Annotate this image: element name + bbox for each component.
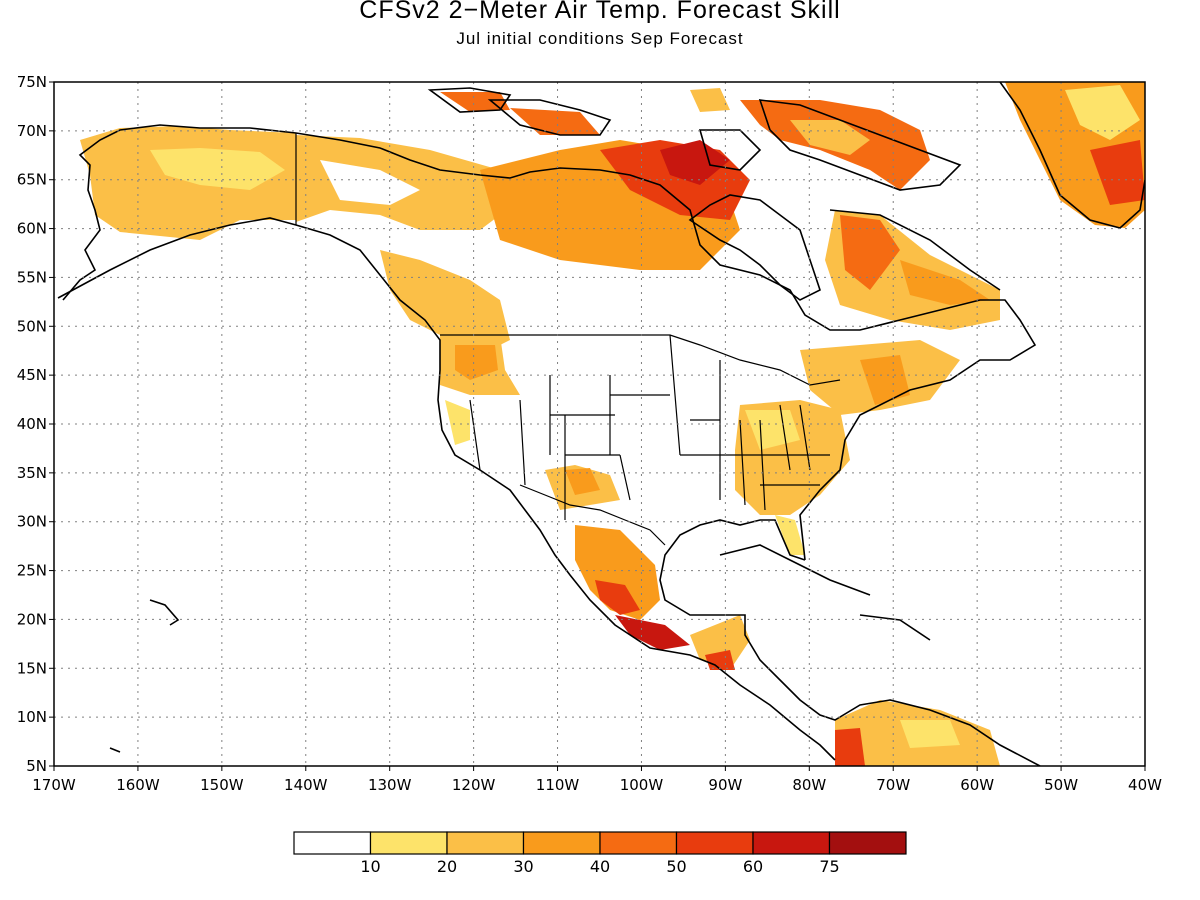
lat-tick-label: 10N — [17, 708, 47, 726]
lat-tick-label: 50N — [17, 317, 47, 335]
lat-tick-label: 70N — [17, 122, 47, 140]
colorbar-label: 75 — [819, 857, 839, 876]
lat-tick-label: 30N — [17, 513, 47, 531]
lon-tick-label: 130W — [368, 776, 412, 794]
skill-region-mexico — [575, 525, 660, 620]
lat-tick-label: 35N — [17, 464, 47, 482]
colorbar-label: 20 — [437, 857, 457, 876]
lon-tick-label: 70W — [876, 776, 910, 794]
lon-tick-label: 90W — [708, 776, 742, 794]
lon-tick-label: 110W — [536, 776, 580, 794]
lon-tick-label: 50W — [1044, 776, 1078, 794]
lon-tick-label: 150W — [200, 776, 244, 794]
graticule — [54, 82, 1145, 766]
lat-tick-label: 25N — [17, 562, 47, 580]
lon-tick-label: 120W — [452, 776, 496, 794]
lat-tick-label: 60N — [17, 220, 47, 238]
lon-tick-label: 140W — [284, 776, 328, 794]
lat-tick-label: 45N — [17, 366, 47, 384]
lat-tick-label: 55N — [17, 268, 47, 286]
skill-shading — [80, 82, 1145, 766]
skill-region-central-america — [690, 615, 750, 670]
axis-ticks — [49, 81, 1146, 771]
colorbar-swatch — [522, 831, 601, 855]
colorbar-swatch — [828, 831, 907, 855]
lat-tick-label: 15N — [17, 659, 47, 677]
lon-tick-label: 160W — [116, 776, 160, 794]
colorbar-swatch — [446, 831, 525, 855]
colorbar-label: 30 — [513, 857, 533, 876]
lat-tick-label: 20N — [17, 610, 47, 628]
colorbar-swatch — [675, 831, 754, 855]
colorbar-swatch — [293, 831, 372, 855]
colorbar-swatch — [369, 831, 448, 855]
colorbar-label: 60 — [743, 857, 763, 876]
lon-tick-label: 60W — [960, 776, 994, 794]
colorbar-swatch — [752, 831, 831, 855]
lon-tick-label: 100W — [620, 776, 664, 794]
colorbar-swatch — [599, 831, 678, 855]
map-subtitle: Jul initial conditions Sep Forecast — [456, 29, 744, 48]
skill-region-yukon — [296, 135, 520, 230]
lon-tick-label: 40W — [1128, 776, 1162, 794]
map-title: CFSv2 2−Meter Air Temp. Forecast Skill — [359, 0, 841, 24]
latitude-labels: 75N 70N 65N 60N 55N 50N 45N 40N 35N 30N 25N 20N 15N 1… — [17, 73, 47, 775]
lat-tick-label: 40N — [17, 415, 47, 433]
lat-tick-label: 65N — [17, 171, 47, 189]
longitude-labels: 170W 160W 150W 140W 130W 120W 110W 100W 90W 80W 70… — [32, 776, 1162, 794]
lat-tick-label: 75N — [17, 73, 47, 91]
political-borders — [295, 133, 841, 546]
colorbar-label: 50 — [666, 857, 686, 876]
colorbar-label: 10 — [360, 857, 380, 876]
lat-tick-label: 5N — [26, 757, 47, 775]
colorbar-label: 40 — [590, 857, 610, 876]
colorbar: 10 20 30 40 50 60 75 — [293, 831, 907, 876]
lon-tick-label: 80W — [792, 776, 826, 794]
coastlines — [57, 82, 1145, 766]
lon-tick-label: 170W — [32, 776, 76, 794]
